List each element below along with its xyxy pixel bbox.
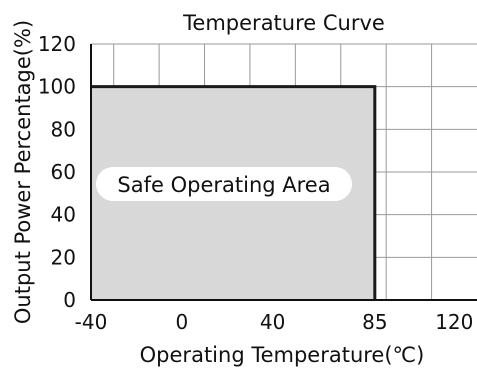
- x-tick-label: 120: [435, 310, 473, 334]
- chart-title: Temperature Curve: [182, 11, 385, 35]
- annotation-label: Safe Operating Area: [117, 173, 330, 197]
- y-tick-label: 0: [63, 288, 76, 312]
- x-tick-label: 40: [260, 310, 285, 334]
- y-tick-label: 80: [51, 117, 76, 141]
- y-tick-label: 100: [38, 75, 76, 99]
- x-axis-label: Operating Temperature(℃): [140, 343, 425, 367]
- x-tick-label: 0: [175, 310, 188, 334]
- x-tick-label: 85: [362, 310, 387, 334]
- safe-area-annotation: Safe Operating Area: [96, 167, 352, 201]
- y-tick-label: 20: [51, 245, 76, 269]
- y-tick-label: 60: [51, 160, 76, 184]
- y-axis-label: Output Power Percentage(%): [11, 20, 35, 324]
- y-tick-label: 40: [51, 203, 76, 227]
- x-tick-label: -40: [75, 310, 108, 334]
- y-tick-label: 120: [38, 32, 76, 56]
